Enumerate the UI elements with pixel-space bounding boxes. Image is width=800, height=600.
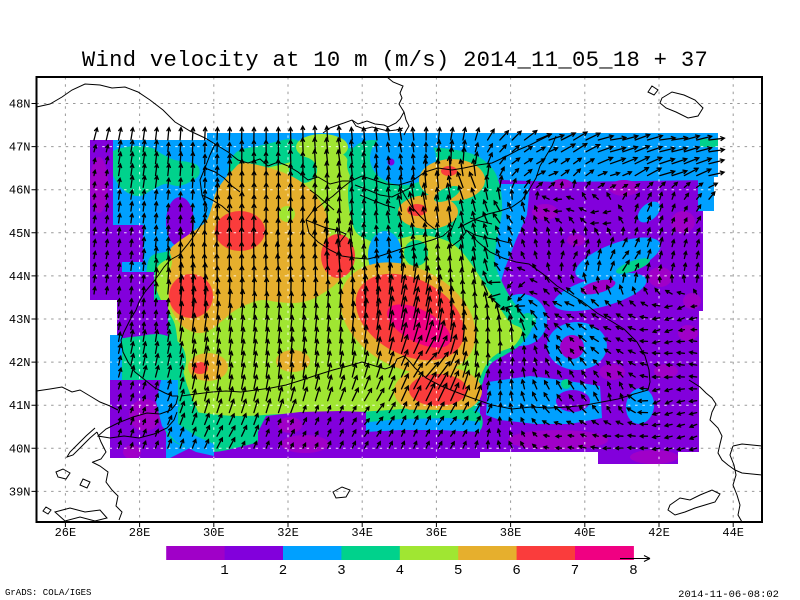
svg-text:1: 1 xyxy=(220,563,228,579)
svg-text:41N: 41N xyxy=(9,399,31,413)
svg-text:42N: 42N xyxy=(9,356,31,370)
svg-text:26E: 26E xyxy=(55,526,77,540)
svg-text:40E: 40E xyxy=(574,526,596,540)
svg-text:43N: 43N xyxy=(9,313,31,327)
svg-text:GrADS: COLA/IGES: GrADS: COLA/IGES xyxy=(5,588,91,598)
svg-text:36E: 36E xyxy=(426,526,448,540)
svg-text:32E: 32E xyxy=(277,526,299,540)
svg-text:44N: 44N xyxy=(9,270,31,284)
svg-text:7: 7 xyxy=(571,563,579,579)
svg-text:5: 5 xyxy=(454,563,462,579)
svg-text:2: 2 xyxy=(279,563,287,579)
svg-text:45N: 45N xyxy=(9,227,31,241)
svg-text:40N: 40N xyxy=(9,442,31,456)
svg-text:34E: 34E xyxy=(351,526,373,540)
svg-text:8: 8 xyxy=(629,563,637,579)
svg-text:4: 4 xyxy=(396,563,404,579)
svg-text:30E: 30E xyxy=(203,526,225,540)
svg-text:42E: 42E xyxy=(648,526,670,540)
svg-text:Wind velocity at 10 m (m/s) 20: Wind velocity at 10 m (m/s) 2014_11_05_1… xyxy=(82,48,708,73)
svg-text:6: 6 xyxy=(512,563,520,579)
svg-text:44E: 44E xyxy=(722,526,744,540)
svg-text:47N: 47N xyxy=(9,141,31,155)
svg-text:48N: 48N xyxy=(9,98,31,112)
svg-text:38E: 38E xyxy=(500,526,522,540)
svg-text:39N: 39N xyxy=(9,485,31,499)
svg-text:46N: 46N xyxy=(9,184,31,198)
svg-text:2014-11-06-08:02: 2014-11-06-08:02 xyxy=(678,589,779,600)
svg-text:28E: 28E xyxy=(129,526,151,540)
svg-text:3: 3 xyxy=(337,563,345,579)
